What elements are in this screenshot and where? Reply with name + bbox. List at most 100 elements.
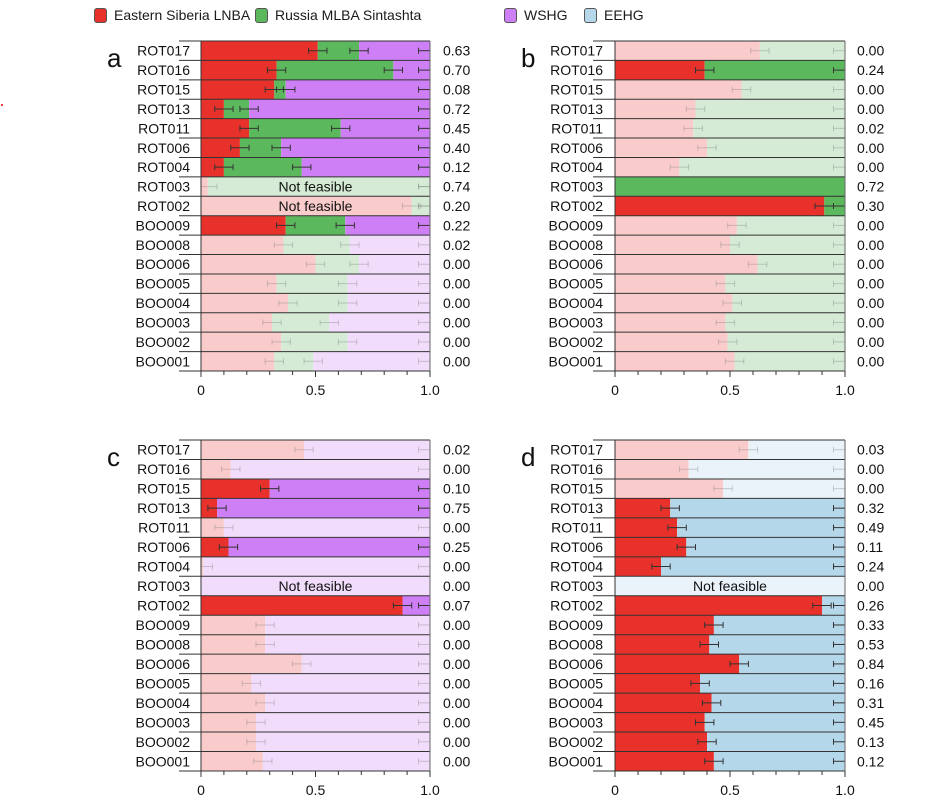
p-value: 0.02 (857, 120, 884, 136)
p-value: 0.00 (857, 237, 884, 253)
p-value: 0.33 (857, 617, 884, 633)
bar-row-ROT016: ROT016 0.24 (550, 59, 884, 80)
x-axis: 0 0.5 1.0 (197, 771, 440, 798)
bar-row-ROT016: ROT016 0.70 (137, 59, 470, 80)
p-value: 0.00 (443, 295, 470, 311)
bar-row-BOO009: BOO009 0.33 (549, 614, 884, 635)
bar-segment-wshg (347, 293, 430, 313)
bar-row-BOO005: BOO005 0.16 (549, 673, 884, 694)
sample-label: ROT017 (137, 442, 190, 458)
bar-row-BOO009: BOO009 0.00 (549, 215, 884, 236)
bar-segment-eastern-siberia-lnba (615, 751, 714, 771)
bar-segment-russia-mlba-sintashta (223, 157, 302, 177)
p-value: 0.02 (443, 237, 470, 253)
bar-segment-eastern-siberia-lnba (201, 273, 277, 294)
bar-row-ROT011: ROT011 0.02 (551, 118, 884, 139)
x-tick-label: 0.5 (306, 382, 326, 398)
p-value: 0.03 (857, 442, 884, 458)
bar-row-BOO001: BOO001 0.00 (136, 751, 470, 771)
bar-row-BOO004: BOO004 0.00 (136, 692, 470, 713)
bar-row-ROT013: ROT013 0.75 (137, 497, 470, 518)
bar-segment-wshg (201, 576, 430, 596)
bar-segment-eehg (670, 498, 845, 518)
sample-label: BOO006 (549, 256, 604, 272)
sample-label: BOO005 (136, 675, 191, 691)
bar-row-BOO008: BOO008 0.00 (136, 634, 470, 655)
bar-segment-eastern-siberia-lnba (201, 118, 250, 139)
p-value: 0.00 (857, 481, 884, 497)
bar-row-BOO004: BOO004 0.00 (136, 292, 470, 313)
sample-label: BOO005 (549, 675, 604, 691)
legend-item-wshg: WSHG (504, 7, 568, 23)
sample-label: ROT002 (550, 198, 603, 214)
bar-segment-russia-mlba-sintashta (276, 60, 394, 80)
bar-segment-wshg (251, 673, 430, 694)
sample-label: ROT015 (550, 481, 603, 497)
bar-segment-eastern-siberia-lnba (615, 138, 707, 158)
bar-row-BOO009: BOO009 0.00 (136, 614, 470, 635)
p-value: 0.25 (443, 539, 470, 555)
bar-segment-wshg (301, 654, 430, 674)
sample-label: ROT003 (550, 578, 603, 594)
bar-segment-eastern-siberia-lnba (201, 79, 275, 100)
bar-segment-russia-mlba-sintashta (695, 99, 845, 119)
bar-segment-wshg (217, 498, 430, 518)
bar-row-ROT004: ROT004 0.12 (137, 156, 470, 177)
bar-segment-eastern-siberia-lnba (615, 478, 724, 499)
bar-segment-eastern-siberia-lnba (615, 118, 694, 139)
bar-segment-eastern-siberia-lnba (615, 312, 726, 333)
bar-segment-russia-mlba-sintashta (736, 215, 845, 236)
bar-row-BOO003: BOO003 0.45 (549, 712, 884, 733)
bar-segment-russia-mlba-sintashta (315, 254, 360, 274)
p-value: 0.00 (857, 578, 884, 594)
bar-row-BOO001: BOO001 0.00 (549, 351, 884, 371)
sample-label: BOO008 (136, 237, 191, 253)
bar-row-BOO005: BOO005 0.00 (549, 273, 884, 294)
bar-segment-russia-mlba-sintashta (207, 176, 430, 197)
not-feasible-label: Not feasible (279, 179, 353, 195)
sample-label: ROT004 (550, 559, 603, 575)
p-value: 0.00 (857, 295, 884, 311)
bar-segment-russia-mlba-sintashta (276, 273, 348, 294)
p-value: 0.72 (443, 101, 470, 117)
p-value: 0.31 (857, 695, 884, 711)
legend-label: EEHG (604, 7, 644, 23)
sample-label: ROT004 (550, 159, 603, 175)
bar-row-ROT011: ROT011 0.00 (138, 517, 470, 538)
sample-label: BOO005 (549, 276, 604, 292)
bar-segment-wshg (349, 235, 430, 255)
bar-segment-russia-mlba-sintashta (732, 293, 845, 313)
p-value: 0.22 (443, 217, 470, 233)
legend-label: Russia MLBA Sintashta (275, 7, 422, 23)
sample-label: BOO004 (136, 295, 191, 311)
sample-label: ROT003 (550, 179, 603, 195)
bar-segment-eastern-siberia-lnba (201, 459, 231, 479)
bar-segment-russia-mlba-sintashta (274, 351, 314, 371)
p-value: 0.00 (857, 159, 884, 175)
p-value: 0.00 (857, 314, 884, 330)
bar-segment-eastern-siberia-lnba (201, 615, 266, 635)
bar-segment-wshg (255, 712, 430, 733)
p-value: 0.00 (443, 314, 470, 330)
sample-label: BOO002 (549, 734, 604, 750)
p-value: 0.40 (443, 140, 470, 156)
bar-row-BOO005: BOO005 0.00 (136, 673, 470, 694)
sample-label: BOO001 (136, 753, 191, 769)
p-value: 0.00 (443, 695, 470, 711)
bar-row-BOO003: BOO003 0.00 (136, 312, 470, 333)
bar-segment-wshg (255, 732, 430, 752)
sample-label: ROT015 (137, 82, 190, 98)
bar-segment-russia-mlba-sintashta (271, 312, 330, 333)
bar-row-BOO008: BOO008 0.02 (136, 234, 470, 255)
bar-segment-wshg (304, 440, 430, 460)
p-value: 0.84 (857, 656, 884, 672)
panel-b: b ROT017 0.00 ROT016 0.24 ROT015 0.00 ROT013 0.0… (521, 40, 884, 398)
p-value: 0.45 (857, 714, 884, 730)
p-value: 0.00 (857, 276, 884, 292)
bar-segment-wshg (262, 751, 430, 771)
bar-segment-eastern-siberia-lnba (615, 498, 671, 518)
bar-segment-eastern-siberia-lnba (615, 351, 735, 371)
p-value: 0.00 (443, 675, 470, 691)
x-tick-label: 0.5 (720, 782, 740, 798)
sample-label: BOO004 (549, 295, 604, 311)
